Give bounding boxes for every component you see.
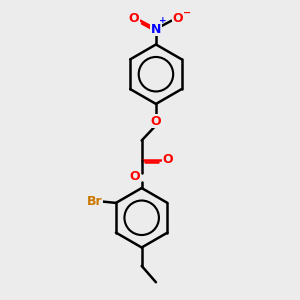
Text: N: N bbox=[151, 22, 161, 35]
Text: Br: Br bbox=[87, 195, 102, 208]
Text: O: O bbox=[129, 12, 139, 26]
Text: O: O bbox=[162, 153, 173, 166]
Text: +: + bbox=[159, 16, 166, 25]
Text: O: O bbox=[130, 170, 140, 183]
Text: −: − bbox=[183, 8, 191, 17]
Text: O: O bbox=[151, 115, 161, 128]
Text: O: O bbox=[172, 12, 183, 26]
